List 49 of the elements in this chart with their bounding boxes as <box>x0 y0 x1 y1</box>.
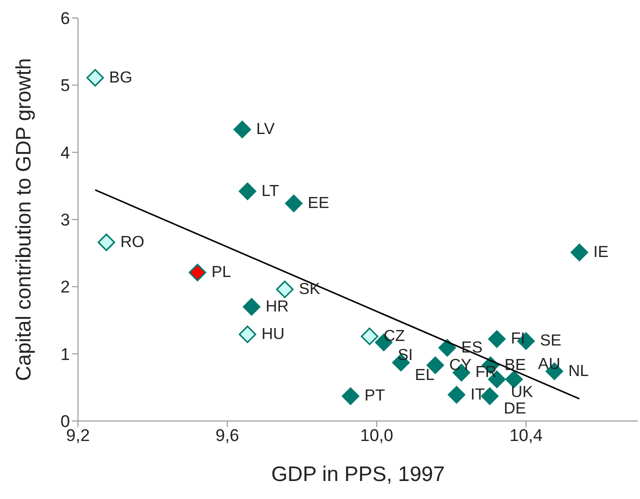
point <box>188 264 206 282</box>
annotation: PL <box>211 264 232 282</box>
annotation: CY <box>449 356 472 374</box>
point <box>98 234 116 252</box>
annotation: RO <box>120 234 144 251</box>
annotation: AU <box>538 356 560 373</box>
point <box>488 330 506 348</box>
point <box>360 328 378 346</box>
point <box>86 69 104 87</box>
x-tick-label: 10,0 <box>360 426 394 446</box>
point <box>238 182 256 200</box>
point <box>234 120 252 138</box>
y-tick-label: 2 <box>60 278 70 297</box>
annotation: EE <box>308 194 330 212</box>
annotation: SE <box>540 332 562 350</box>
point <box>570 244 588 262</box>
y-axis-title: Capital contribution to GDP growth <box>12 58 36 381</box>
annotation: NL <box>568 362 589 380</box>
point <box>285 194 303 212</box>
annotation: BE <box>504 356 526 374</box>
x-tick-label: 9,2 <box>66 426 90 446</box>
x-axis-title: GDP in PPS, 1997 <box>271 463 445 486</box>
annotation: IT <box>470 386 486 404</box>
annotation: PT <box>364 388 386 405</box>
annotation: DE <box>504 400 526 418</box>
point <box>276 280 294 298</box>
annotation: UK <box>510 384 534 401</box>
y-tick-label: 6 <box>60 9 70 28</box>
annotation: IE <box>593 244 609 261</box>
x-tick-label: 10,4 <box>509 426 543 446</box>
annotation: SK <box>298 280 320 298</box>
annotation: EL <box>414 367 435 384</box>
point <box>438 339 456 357</box>
annotation: LT <box>261 182 280 200</box>
annotation: CZ <box>384 328 406 345</box>
point <box>238 326 256 344</box>
point <box>242 298 260 316</box>
point <box>342 387 360 405</box>
y-tick-label: 1 <box>60 344 70 364</box>
y-tick-label: 4 <box>60 143 70 162</box>
y-tick-label: 5 <box>60 76 70 96</box>
x-tick-label: 9,6 <box>216 426 240 446</box>
annotation: ES <box>461 339 483 356</box>
annotation: HR <box>266 298 289 316</box>
point <box>448 386 466 404</box>
annotation: BG <box>109 69 132 86</box>
annotation: HU <box>261 326 285 343</box>
y-tick-label: 3 <box>60 210 70 230</box>
annotation: LV <box>256 120 275 138</box>
